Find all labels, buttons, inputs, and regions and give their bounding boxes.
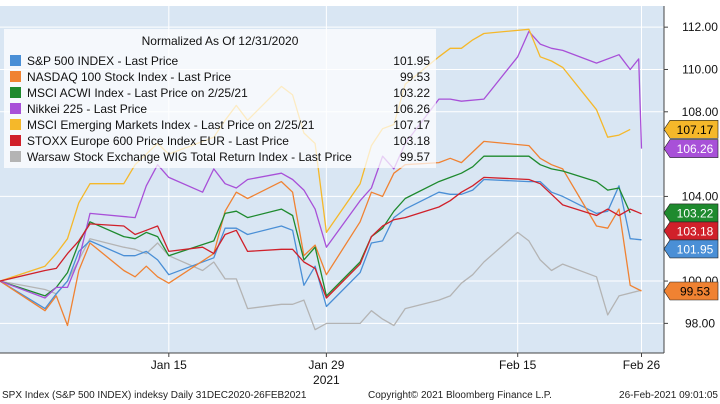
end-value-tag [663,239,719,259]
legend-swatch [10,119,21,130]
legend-swatch [10,103,21,114]
x-tick-label: Jan 15 [151,358,187,372]
y-tick-label: 98.00 [685,316,715,330]
series-line [0,178,642,310]
legend-series-name: NASDAQ 100 Stock Index - Last Price [27,70,231,84]
legend-series-value: 107.17 [393,118,430,132]
legend-series-name: Nikkei 225 - Last Price [27,102,147,116]
end-value-labels: 107.17 106.26 103.22 103.18 101.95 99.53 [663,120,719,301]
line-chart: Normalized As Of 12/31/2020 S&P 500 INDE… [0,6,719,387]
chart-footer: SPX Index (S&P 500 INDEX) indeksy Daily … [0,388,720,404]
legend-swatch [10,135,21,146]
legend-series-name: S&P 500 INDEX - Last Price [27,54,179,68]
y-tick-label: 104.00 [682,189,719,203]
legend-series-value: 99.57 [400,150,430,164]
end-value-text: 103.22 [677,206,714,220]
legend-swatch [10,151,21,162]
legend-swatch [10,71,21,82]
legend-series-name: MSCI Emerging Markets Index - Last Price… [27,118,315,132]
footer-copyright: Copyright© 2021 Bloomberg Finance L.P. [368,390,552,401]
end-value-text: 107.17 [677,123,714,137]
legend-series-value: 101.95 [393,54,430,68]
end-value-tag [663,221,719,241]
end-value-text: 99.53 [680,285,710,299]
end-value-tag [663,139,719,158]
end-value-text: 106.26 [677,142,714,156]
x-year-label: 2021 [313,373,340,387]
end-value-text: 101.95 [677,242,714,256]
legend-series-value: 106.26 [393,102,430,116]
x-tick-label: Jan 29 [308,358,344,372]
legend-series-name: STOXX Europe 600 Price Index EUR - Last … [27,134,289,148]
series-line [0,155,631,297]
y-tick-label: 112.00 [682,20,718,34]
legend: Normalized As Of 12/31/2020 S&P 500 INDE… [4,29,436,168]
series-line [0,28,631,282]
end-value-tag [663,203,719,223]
legend-series-name: MSCI ACWI Index - Last Price on 2/25/21 [27,86,248,100]
legend-swatch [10,55,21,66]
legend-series-value: 99.53 [400,70,430,84]
legend-box [4,29,436,168]
series-line [0,140,642,327]
series-line [0,231,642,331]
y-tick-label: 108.00 [682,105,719,119]
footer-timestamp: 26-Feb-2021 09:01:05 [619,390,718,401]
x-tick-label: Feb 26 [623,358,661,372]
series-lines [0,28,643,331]
legend-entries: S&P 500 INDEX - Last Price 101.95 NASDAQ 1… [10,54,430,164]
legend-series-name: Warsaw Stock Exchange WIG Total Return I… [27,150,352,164]
footer-index-info: SPX Index (S&P 500 INDEX) indeksy Daily … [2,390,307,401]
end-value-text: 103.18 [677,224,714,238]
legend-series-value: 103.18 [393,134,430,148]
legend-title: Normalized As Of 12/31/2020 [142,34,299,48]
x-tick-label: Feb 15 [499,358,537,372]
y-tick-label: 110.00 [682,62,718,76]
x-axis: Jan 15 Jan 29 Feb 15 Feb 26 2021 [0,352,664,387]
legend-series-value: 103.22 [393,86,430,100]
series-line [0,30,643,299]
legend-swatch [10,87,21,98]
end-value-tag [663,281,719,301]
end-value-tag [663,120,719,139]
series-line [0,176,642,299]
